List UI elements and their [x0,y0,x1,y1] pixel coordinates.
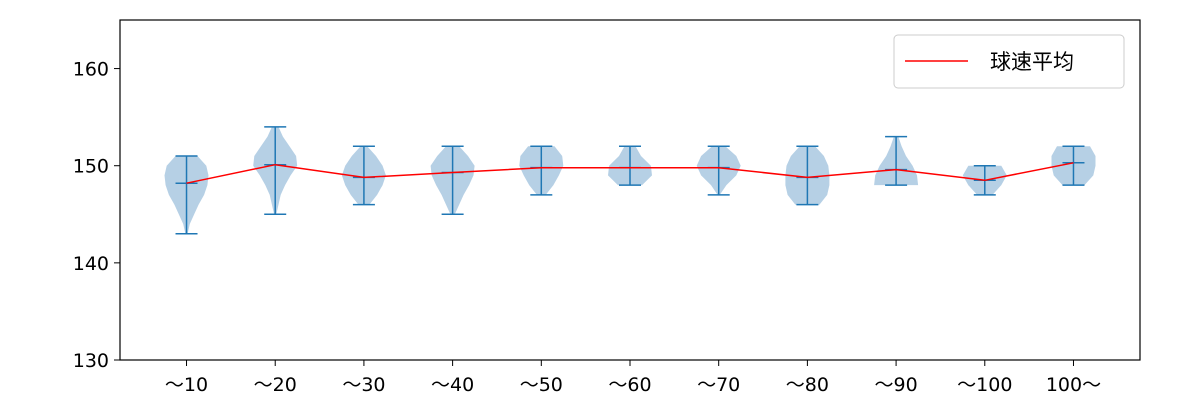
x-tick-label: ～10 [165,374,208,396]
x-tick-label: ～60 [608,374,651,396]
y-axis: 130 140 150 160 [73,59,120,372]
x-tick-label: ～50 [520,374,563,396]
y-tick-label: 140 [73,253,109,275]
mean-line-group [186,162,1074,184]
x-tick-label: ～20 [254,374,297,396]
x-tick-label: 100～ [1046,374,1101,396]
x-tick-label: ～90 [874,374,917,396]
x-tick-label: ～80 [786,374,829,396]
x-tick-label: ～70 [697,374,740,396]
y-tick-label: 150 [73,156,109,178]
x-tick-label: ～100 [957,374,1012,396]
x-tick-label: ～40 [431,374,474,396]
y-tick-label: 130 [73,350,109,372]
x-tick-label: ～30 [342,374,385,396]
mean-speed-line [186,162,1074,184]
x-axis: ～10 ～20 ～30 ～40 ～50 ～60 ～70 ～80 ～90 ～100 100～ [165,360,1101,396]
legend: 球速平均 [893,34,1125,89]
legend-box [893,34,1125,89]
y-tick-label: 160 [73,59,109,81]
legend-label: 球速平均 [990,50,1074,74]
